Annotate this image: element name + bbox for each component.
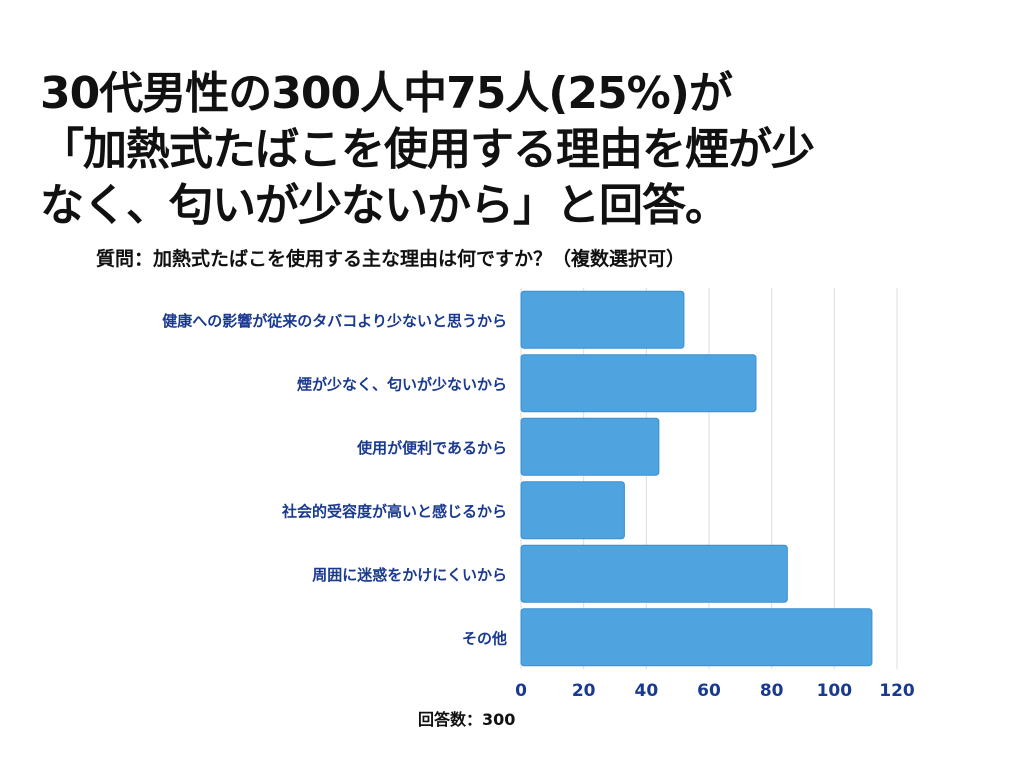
category-label: 健康への影響が従来のタバコより少ないと思うから (162, 312, 507, 330)
headline: 30代男性の300人中75人(25%)が 「加熱式たばこを使用する理由を煙が少 … (40, 66, 1010, 234)
bar-3 (520, 481, 625, 540)
bar-1 (520, 354, 757, 413)
category-label: 煙が少なく、匂いが少ないから (297, 375, 507, 393)
x-tick-label: 40 (634, 681, 658, 701)
x-tick-label: 100 (817, 681, 853, 701)
category-label: 使用が便利であるから (356, 439, 507, 457)
x-tick-label: 120 (879, 681, 915, 701)
response-count: 回答数：300 (418, 710, 516, 729)
bar-5 (520, 608, 873, 667)
category-label: 社会的受容度が高いと感じるから (281, 502, 507, 520)
headline-line-2: 「加熱式たばこを使用する理由を煙が少 (40, 124, 815, 175)
bar-2 (520, 417, 660, 476)
headline-line-3: なく、匂いが少ないから」と回答。 (40, 180, 729, 231)
x-tick-label: 0 (515, 681, 527, 701)
bar-4 (520, 544, 788, 603)
category-label: その他 (462, 629, 507, 647)
question-text: 質問：加熱式たばこを使用する主な理由は何ですか？（複数選択可） (96, 248, 686, 270)
bar-0 (520, 290, 685, 349)
headline-line-1: 30代男性の300人中75人(25%)が (40, 68, 733, 119)
x-tick-label: 80 (760, 681, 784, 701)
x-tick-label: 60 (697, 681, 721, 701)
x-tick-label: 20 (572, 681, 596, 701)
category-label: 周囲に迷惑をかけにくいから (312, 566, 507, 584)
